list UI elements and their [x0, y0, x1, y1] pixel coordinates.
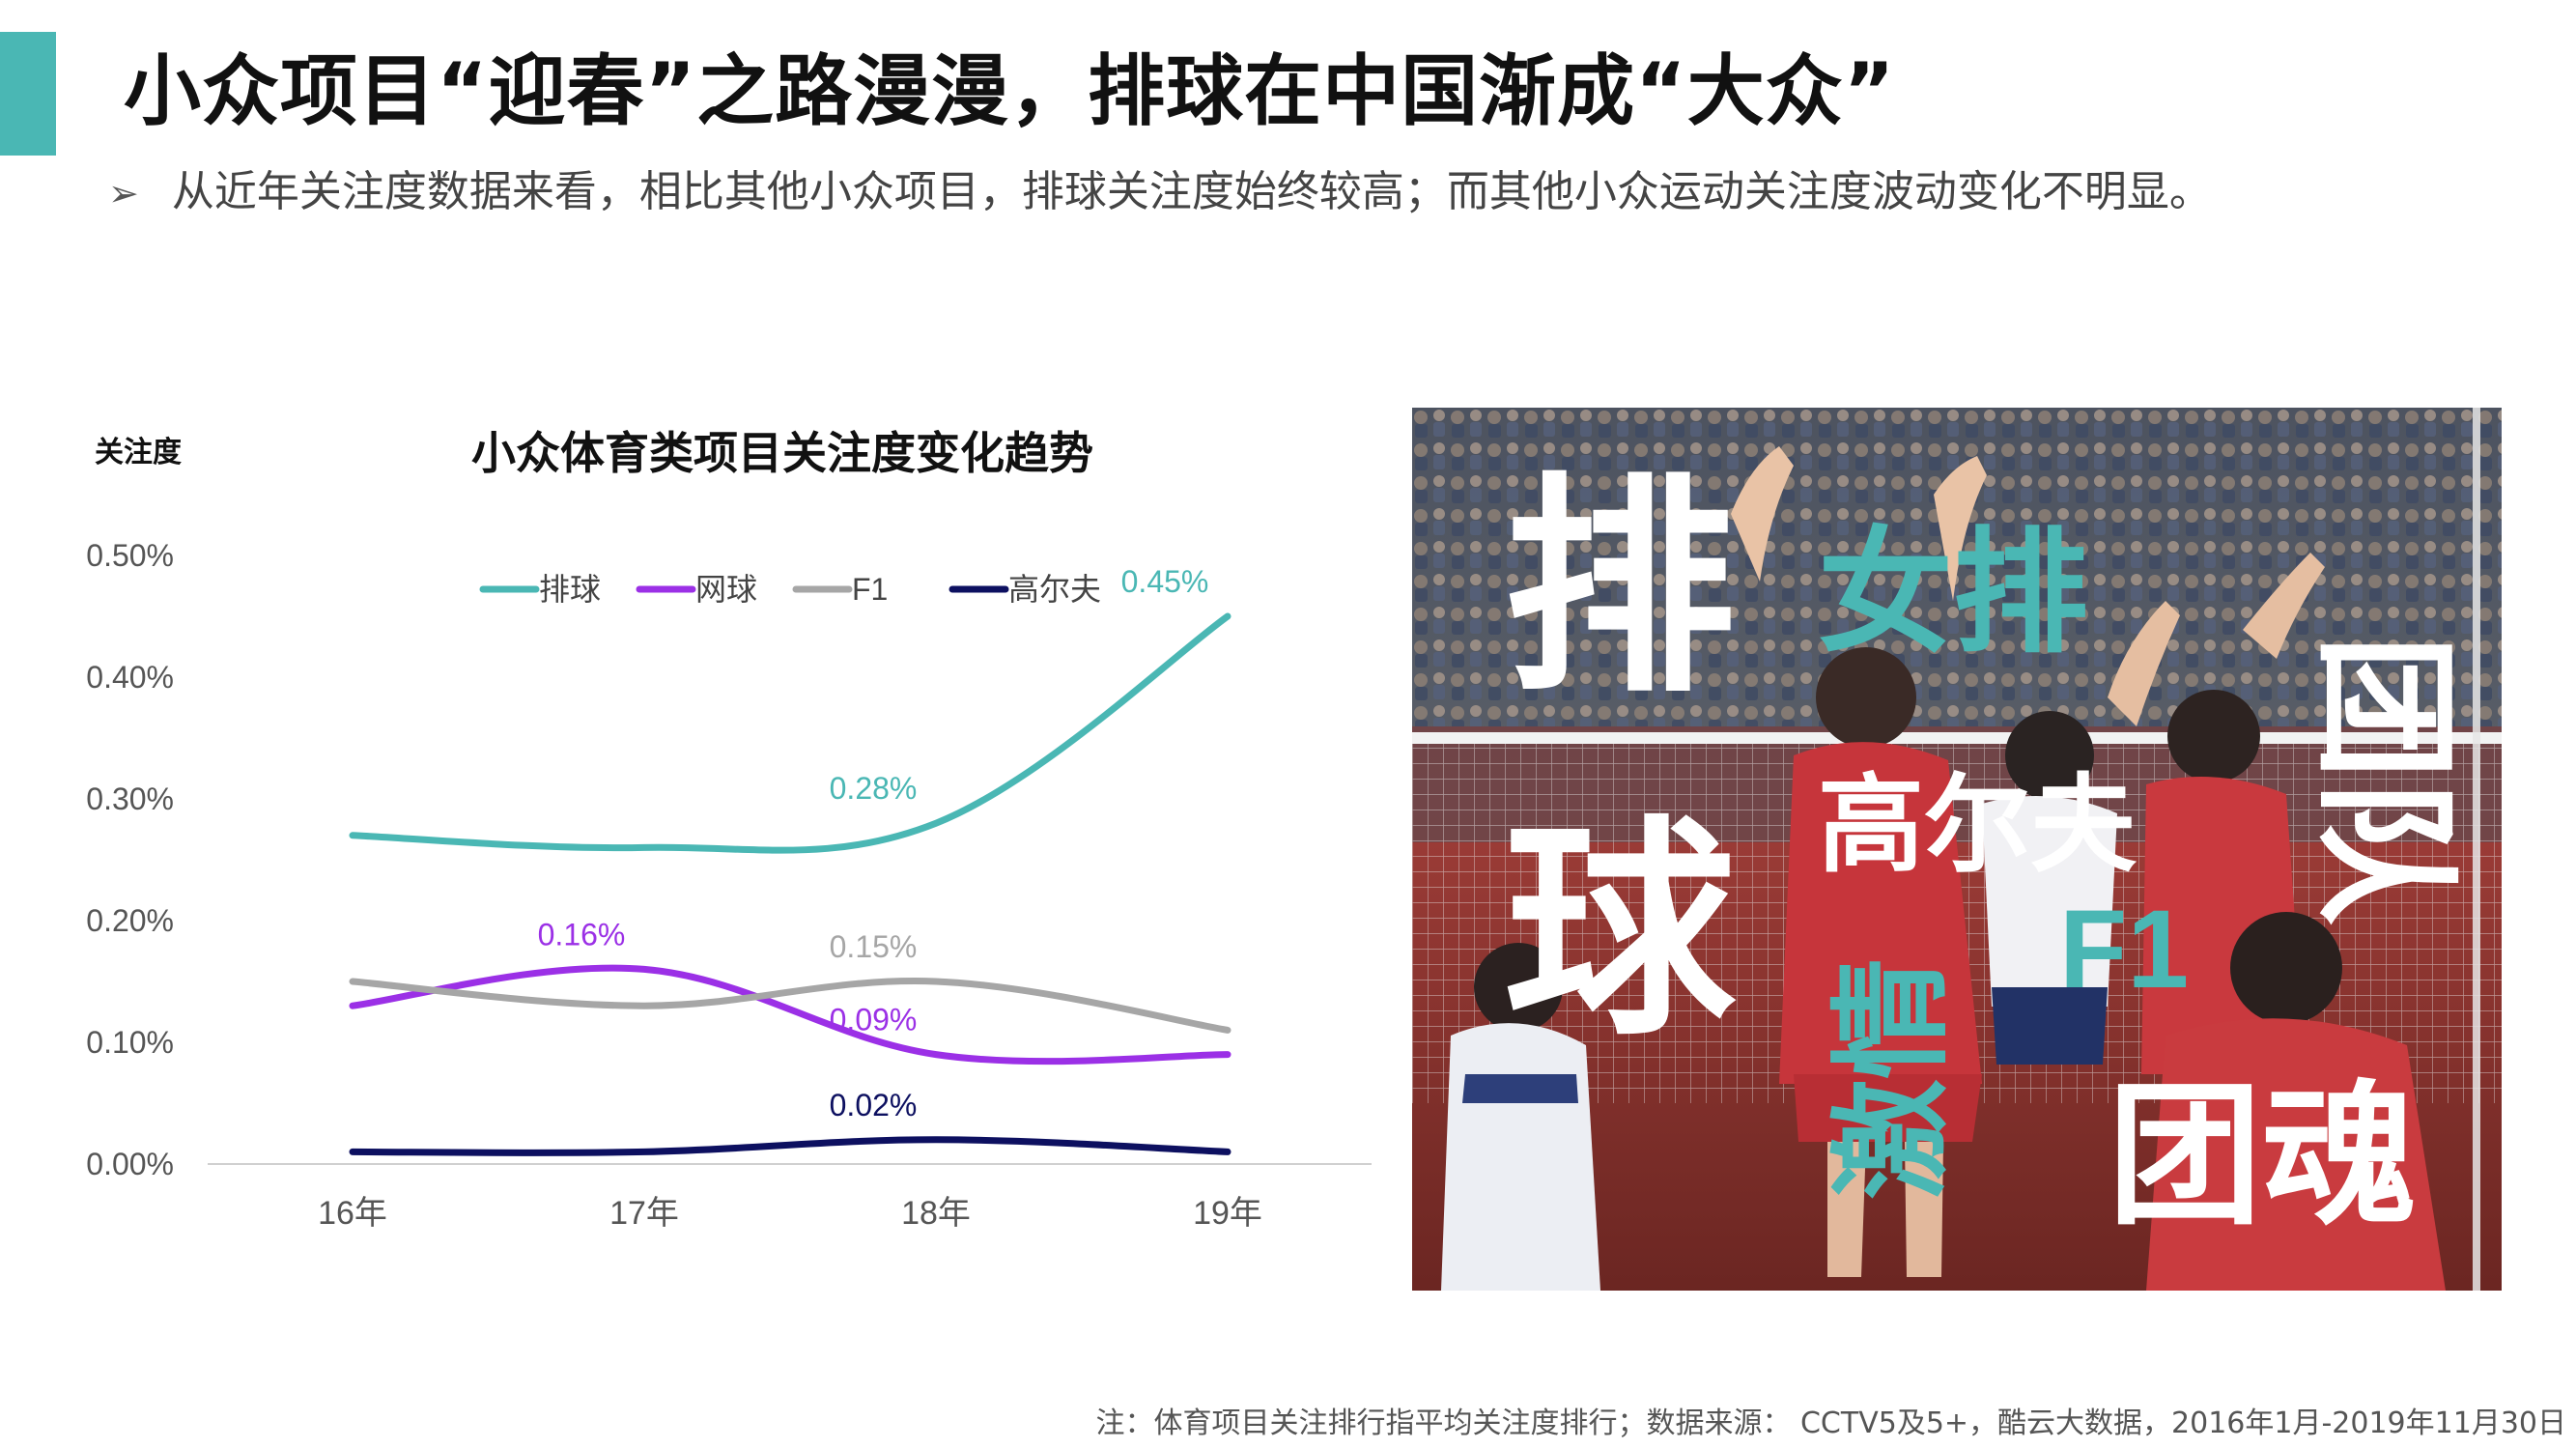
- legend-entry: F1: [852, 572, 888, 607]
- word-gaoerfu: 高尔夫: [1818, 766, 2137, 885]
- volleyball-photo-panel: 排 球 女排 高尔夫 F1 团队 激情 团魂: [1412, 408, 2502, 1291]
- word-jiqing: 激情: [1826, 958, 1960, 1200]
- bullet-arrow-icon: ➢: [108, 172, 139, 214]
- chart-title: 小众体育类项目关注度变化趋势: [471, 428, 1093, 478]
- x-tick-label: 18年: [901, 1195, 971, 1232]
- word-tuanhun: 团魂: [2108, 1069, 2417, 1242]
- net-antenna: [2473, 408, 2480, 1291]
- y-tick-label: 0.10%: [86, 1025, 174, 1060]
- word-qiu: 球: [1504, 802, 1737, 1061]
- subtitle-bullet: ➢ 从近年关注度数据来看，相比其他小众项目，排球关注度始终较高；而其他小众运动关注…: [108, 156, 2212, 218]
- y-tick-label: 0.00%: [86, 1147, 174, 1181]
- player-center: [1731, 446, 1987, 1277]
- data-label: 0.16%: [538, 917, 626, 952]
- player-foreground: [2146, 912, 2446, 1291]
- trend-chart-svg: 小众体育类项目关注度变化趋势 关注度 0.00% 0.10% 0.20% 0.30% 0.4…: [86, 428, 1372, 1232]
- legend-entry: 网球: [695, 572, 757, 607]
- subtitle-text: 从近年关注度数据来看，相比其他小众项目，排球关注度始终较高；而其他小众运动关注度…: [171, 167, 2212, 216]
- footnote: 注：体育项目关注排行指平均关注度排行；数据来源： CCTV5及5+，酷云大数据，…: [1095, 1406, 2566, 1440]
- y-tick-label: 0.50%: [86, 538, 174, 573]
- legend-entry: 高尔夫: [1008, 572, 1101, 607]
- series-line: [349, 1136, 1231, 1156]
- x-tick-label: 16年: [318, 1195, 387, 1232]
- title-accent-bar: [0, 32, 56, 156]
- page-title: 小众项目“迎春”之路漫漫，排球在中国渐成“大众”: [124, 46, 1896, 136]
- y-tick-label: 0.20%: [86, 903, 174, 938]
- x-tick-label: 17年: [609, 1195, 679, 1232]
- player-opponent: [1982, 601, 2180, 1065]
- legend-entry: 排球: [539, 572, 601, 607]
- word-nvpai: 女排: [1818, 517, 2088, 668]
- data-label: 0.28%: [830, 771, 918, 806]
- word-tuandui: 团队: [2304, 635, 2466, 925]
- data-label: 0.09%: [830, 1003, 918, 1037]
- word-f1: F1: [2059, 888, 2189, 1011]
- series-line: [349, 964, 1231, 1065]
- y-axis-label: 关注度: [95, 437, 182, 469]
- x-tick-label: 19年: [1193, 1195, 1262, 1232]
- word-pai: 排: [1504, 459, 1736, 718]
- y-tick-label: 0.40%: [86, 660, 174, 695]
- player-left: [1441, 943, 1600, 1291]
- trend-chart: 小众体育类项目关注度变化趋势 关注度 0.00% 0.10% 0.20% 0.30% 0.4…: [58, 406, 1391, 1275]
- y-tick-label: 0.30%: [86, 781, 174, 816]
- series-line: [349, 978, 1231, 1034]
- data-label: 0.15%: [830, 929, 918, 964]
- data-label: 0.45%: [1121, 564, 1209, 599]
- series-line: [349, 612, 1231, 854]
- volleyball-photo: 排 球 女排 高尔夫 F1 团队 激情 团魂: [1412, 408, 2502, 1291]
- data-label: 0.02%: [830, 1088, 918, 1122]
